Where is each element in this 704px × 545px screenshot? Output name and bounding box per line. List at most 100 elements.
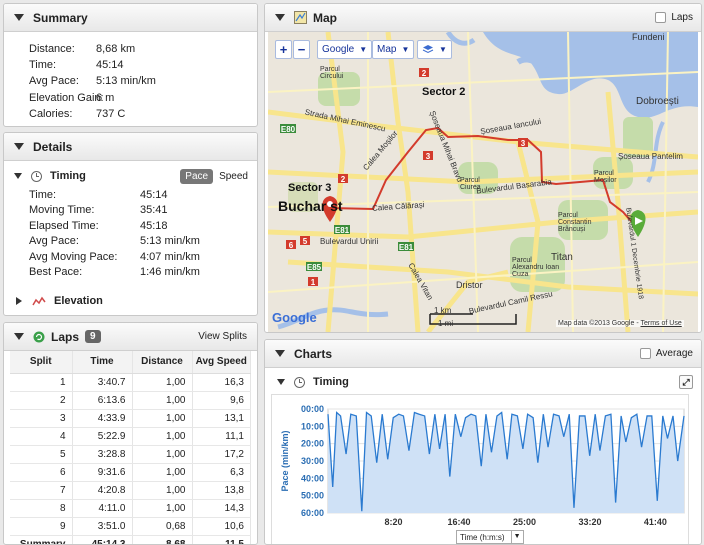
map-label-parc-cuza: Parcul Alexandru Ioan Cuza — [512, 257, 560, 278]
chart-y-tick-label: 60:00 — [301, 508, 324, 518]
table-cell: 16,3 — [192, 373, 251, 392]
timing-row: Time: 45:14 — [29, 189, 168, 201]
map-scale-km: 1 km — [434, 306, 452, 315]
speed-toggle-button[interactable]: Speed — [219, 170, 248, 182]
table-row[interactable]: 2 6:13.6 1,00 9,6 — [10, 391, 251, 410]
finish-pin-icon[interactable] — [322, 196, 338, 222]
view-splits-link[interactable]: View Splits — [198, 331, 247, 342]
pace-speed-toggle: Pace Speed — [180, 166, 248, 186]
table-cell: 4:11.0 — [72, 499, 133, 518]
table-row[interactable]: 6 9:31.6 1,00 6,3 — [10, 463, 251, 482]
map-type-dropdown[interactable]: Map ▼ — [372, 40, 415, 59]
table-row[interactable]: 5 3:28.8 1,00 17,2 — [10, 445, 251, 464]
table-cell: 1,00 — [132, 463, 193, 482]
timing-chart-svg: 00:00 10:00 20:00 30:00 40:00 50:00 60:00 8:20 1… — [280, 404, 685, 527]
table-cell: Summary — [10, 535, 73, 544]
column-header-distance[interactable]: Distance — [132, 351, 193, 374]
summary-row: Calories: 737 C — [29, 107, 126, 120]
table-cell: 8 — [10, 499, 73, 518]
collapse-triangle-icon[interactable] — [275, 14, 285, 21]
expand-triangle-icon[interactable] — [16, 297, 22, 305]
road-number-label: 2 — [341, 175, 346, 184]
layers-dropdown[interactable]: ▼ — [417, 40, 452, 59]
collapse-triangle-icon[interactable] — [14, 14, 24, 21]
collapse-triangle-icon[interactable] — [14, 143, 24, 150]
table-cell: 10,6 — [192, 517, 251, 536]
laps-header[interactable]: Laps 9 View Splits — [4, 323, 257, 351]
laps-checkbox[interactable] — [655, 12, 667, 23]
table-cell: 9 — [10, 517, 73, 536]
table-cell: 17,2 — [192, 445, 251, 464]
pace-toggle-button[interactable]: Pace — [180, 168, 214, 184]
summary-row: Avg Pace: 5:13 min/km — [29, 75, 156, 88]
terms-of-use-link[interactable]: Terms of Use — [640, 320, 682, 327]
timing-list: Time: 45:14 Moving Time: 35:41 Elapsed Tim… — [29, 188, 200, 280]
table-cell: 9,6 — [192, 391, 251, 410]
collapse-triangle-icon[interactable] — [14, 333, 24, 340]
table-row[interactable]: 1 3:40.7 1,00 16,3 — [10, 373, 251, 392]
timing-subheader[interactable]: Timing Pace Speed — [14, 166, 254, 186]
table-cell: 8,68 — [132, 535, 193, 544]
table-cell: 4:33.9 — [72, 409, 133, 428]
map-canvas[interactable]: 2 3 3 2 6 5 1 E80 E81 E81 E85 Sector 2 — [268, 32, 698, 332]
timing-title: Timing — [50, 170, 86, 182]
expand-chart-icon[interactable]: ⤢ — [679, 375, 693, 389]
timing-row: Avg Pace: 5:13 min/km — [29, 235, 200, 248]
table-row[interactable]: 8 4:11.0 1,00 14,3 — [10, 499, 251, 518]
table-row[interactable]: 7 4:20.8 1,00 13,8 — [10, 481, 251, 500]
chart-x-tick-label: 41:40 — [644, 517, 667, 527]
chart-series-line — [327, 411, 685, 512]
charts-header[interactable]: Charts Average — [265, 340, 701, 368]
table-cell: 3:51.0 — [72, 517, 133, 536]
charts-timing-subheader[interactable]: Timing ⤢ — [277, 372, 697, 392]
chart-x-tick-label: 33:20 — [578, 517, 601, 527]
table-cell: 2 — [10, 391, 73, 410]
map-svg[interactable]: 2 3 3 2 6 5 1 E80 E81 E81 E85 — [268, 32, 698, 332]
table-cell: 3:40.7 — [72, 373, 133, 392]
collapse-triangle-icon[interactable] — [14, 173, 22, 179]
details-panel: Details Timing Pace Speed Time: 45:14 Mov… — [3, 132, 258, 316]
average-checkbox[interactable] — [639, 348, 651, 359]
laps-checkbox-label: Laps — [671, 12, 693, 23]
map-label-pantelimon: Șoseaua Pantelim — [618, 152, 683, 161]
summary-header[interactable]: Summary — [4, 4, 257, 32]
column-header-split[interactable]: Split — [10, 351, 73, 374]
provider-dropdown[interactable]: Google ▼ — [317, 40, 373, 59]
charts-title: Charts — [294, 346, 333, 361]
details-header[interactable]: Details — [4, 133, 257, 161]
collapse-triangle-icon[interactable] — [277, 379, 285, 385]
table-row[interactable]: 9 3:51.0 0,68 10,6 — [10, 517, 251, 536]
map-label-titan: Titan — [551, 252, 573, 263]
zoom-out-button[interactable]: − — [293, 40, 310, 59]
average-checkbox-label: Average — [655, 348, 693, 359]
charts-timing-title: Timing — [313, 376, 349, 388]
table-row[interactable]: 3 4:33.9 1,00 13,1 — [10, 409, 251, 428]
summary-row: Elevation Gain: 6 m — [29, 91, 115, 104]
column-header-time[interactable]: Time — [72, 351, 133, 374]
map-label-sector3: Sector 3 — [288, 182, 332, 194]
chart-xaxis-select[interactable]: Time (h:m:s) ▼ — [456, 530, 524, 544]
map-label-dobroesti: Dobroești — [636, 96, 679, 107]
column-header-avg-speed[interactable]: Avg Speed — [192, 351, 251, 374]
table-row[interactable]: 4 5:22.9 1,00 11,1 — [10, 427, 251, 446]
chart-y-tick-label: 50:00 — [301, 491, 324, 501]
map-label-fundeni: Fundeni — [632, 32, 665, 42]
table-cell: 13,8 — [192, 481, 251, 500]
laps-panel: Laps 9 View Splits Split Time Distance A… — [3, 322, 258, 545]
elevation-icon — [32, 296, 46, 306]
laps-title: Laps — [51, 329, 80, 344]
summary-panel: Summary Distance: 8,68 km Time: 45:14 Avg … — [3, 3, 258, 127]
zoom-in-button[interactable]: + — [275, 40, 292, 59]
map-label-parc-circului: Parcul Circului — [320, 66, 344, 80]
map-scale-mi: 1 mi — [438, 319, 454, 328]
map-panel: Map Laps — [264, 3, 702, 333]
elevation-subheader[interactable]: Elevation — [16, 291, 103, 311]
map-label-unirii: Bulevardul Unirii — [320, 237, 379, 246]
table-cell: 7 — [10, 481, 73, 500]
charts-panel: Charts Average Timing ⤢ 00:00 10:00 20:00 3… — [264, 339, 702, 545]
chevron-down-icon: ▼ — [439, 45, 447, 54]
timing-chart: 00:00 10:00 20:00 30:00 40:00 50:00 60:00 8:20 1… — [271, 394, 689, 544]
collapse-triangle-icon[interactable] — [275, 350, 285, 357]
laps-count-badge: 9 — [85, 330, 101, 343]
map-header[interactable]: Map Laps — [265, 4, 701, 32]
